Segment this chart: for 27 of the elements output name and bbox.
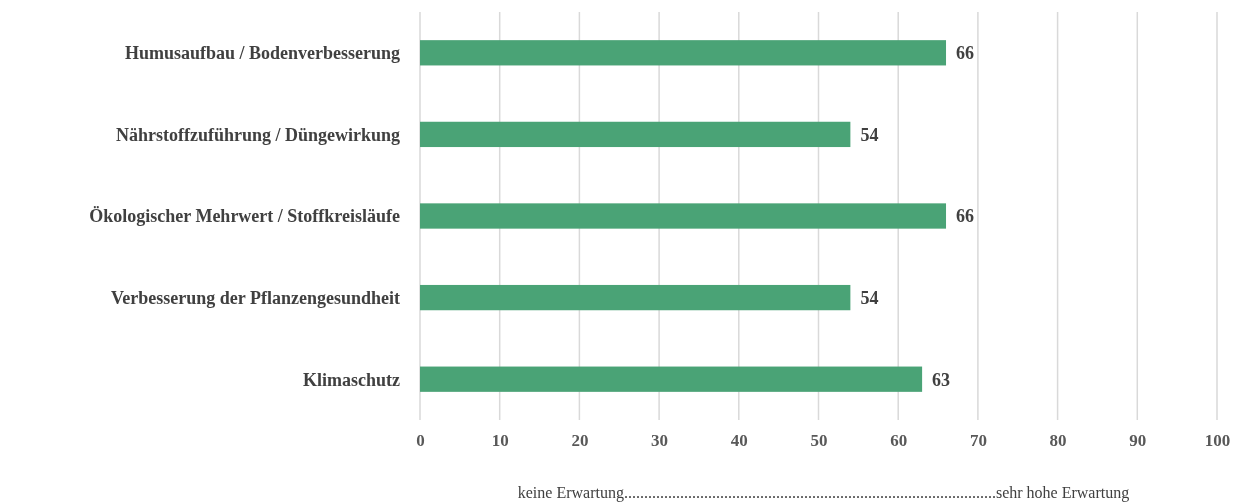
x-tick-label: 70 <box>969 431 987 451</box>
x-tick-label: 10 <box>491 431 509 451</box>
data-label: 66 <box>956 206 975 227</box>
bar <box>420 284 851 311</box>
y-tick-label: Klimaschutz <box>303 369 401 390</box>
x-tick-label: 80 <box>1049 431 1067 451</box>
bar <box>420 366 923 392</box>
x-tick-label: 30 <box>651 431 669 451</box>
x-tick-label: 20 <box>571 431 589 451</box>
data-label: 63 <box>932 369 951 390</box>
data-label: 66 <box>956 43 975 64</box>
x-tick-label: 90 <box>1129 431 1147 451</box>
x-tick-label: 0 <box>416 431 425 451</box>
bar <box>420 40 947 66</box>
bar <box>420 203 947 229</box>
x-tick-label: 60 <box>890 431 908 451</box>
x-tick-label: 50 <box>810 431 828 451</box>
y-tick-label: Verbesserung der Pflanzengesundheit <box>110 287 400 308</box>
bar <box>420 121 851 148</box>
data-label: 54 <box>860 124 879 145</box>
y-tick-label: Ökologischer Mehrwert / Stoffkreisläufe <box>89 206 401 227</box>
y-tick-label: Nährstoffzuführung / Düngewirkung <box>115 124 400 145</box>
x-tick-label: 100 <box>1204 431 1231 451</box>
x-tick-label: 40 <box>730 431 748 451</box>
y-tick-label: Humusaufbau / Bodenverbesserung <box>124 43 400 64</box>
x-axis-title: keine Erwartung.............................................................................................sehr hohe Erwartung <box>517 484 1130 502</box>
data-label: 54 <box>860 287 879 308</box>
